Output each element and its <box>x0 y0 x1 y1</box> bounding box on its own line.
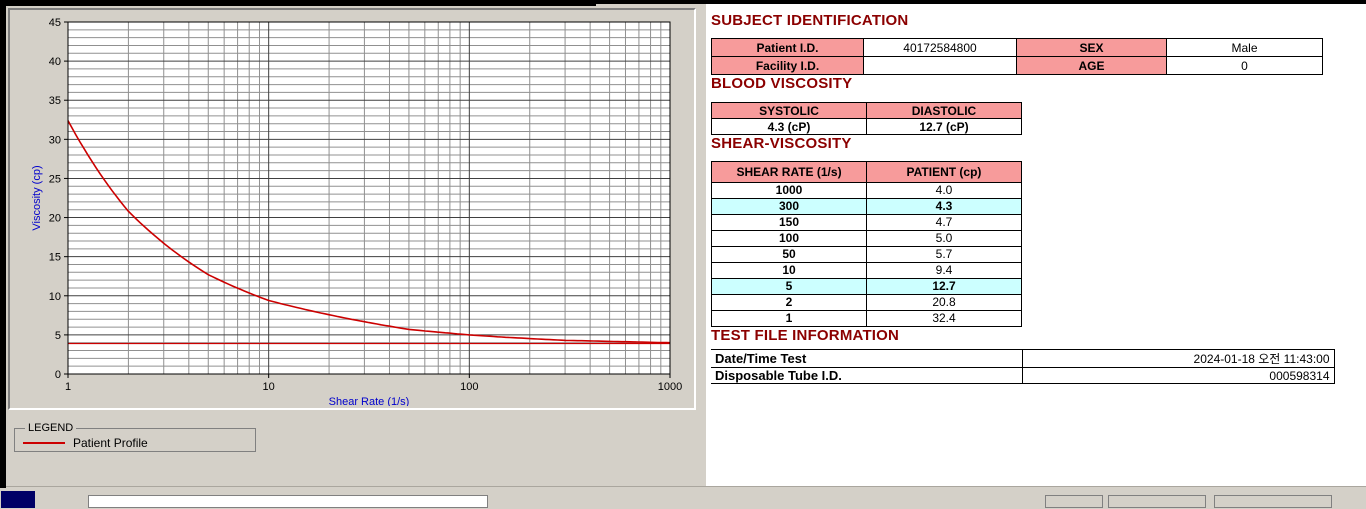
table-row: Date/Time Test 2024-01-18 오전 11:43:00 <box>711 349 1335 368</box>
diastolic-label: DIASTOLIC <box>866 102 1022 119</box>
shear-rate-column-header: SHEAR RATE (1/s) <box>711 161 867 183</box>
bottom-button-fragment[interactable] <box>1108 495 1206 508</box>
table-row: Facility I.D. AGE 0 <box>711 56 1323 75</box>
subject-identification-heading: SUBJECT IDENTIFICATION <box>711 12 909 29</box>
svg-text:40: 40 <box>49 56 61 68</box>
svg-text:10: 10 <box>49 291 61 303</box>
chart-legend: LEGEND Patient Profile <box>14 422 256 452</box>
age-label: AGE <box>1016 56 1167 75</box>
table-row: Patient I.D. 40172584800 SEX Male <box>711 38 1323 57</box>
shear-value-cell: 4.7 <box>866 214 1022 231</box>
shear-value-cell: 12.7 <box>866 278 1022 295</box>
patient-id-label: Patient I.D. <box>711 38 864 57</box>
date-time-test-value: 2024-01-18 오전 11:43:00 <box>1021 349 1335 368</box>
blood-viscosity-table: SYSTOLIC DIASTOLIC 4.3 (cP) 12.7 (cP) <box>711 102 1022 135</box>
disposable-tube-id-value: 000598314 <box>1021 367 1335 384</box>
svg-text:Shear Rate (1/s): Shear Rate (1/s) <box>329 396 410 406</box>
table-header-row: SHEAR RATE (1/s) PATIENT (cp) <box>711 161 1022 183</box>
systolic-label: SYSTOLIC <box>711 102 867 119</box>
svg-text:35: 35 <box>49 95 61 107</box>
shear-rate-cell: 1000 <box>711 182 867 199</box>
svg-text:25: 25 <box>49 173 61 185</box>
shear-value-cell: 32.4 <box>866 310 1022 327</box>
shear-rate-cell: 100 <box>711 230 867 247</box>
bottom-navy-box <box>1 491 35 508</box>
svg-text:0: 0 <box>55 369 61 381</box>
age-value: 0 <box>1166 56 1323 75</box>
left-window-edge <box>0 0 6 488</box>
bottom-field-fragment[interactable] <box>88 495 488 508</box>
svg-text:15: 15 <box>49 252 61 264</box>
table-row: 50 5.7 <box>711 246 1022 263</box>
table-row-highlighted: 300 4.3 <box>711 198 1022 215</box>
diastolic-value: 12.7 (cP) <box>866 118 1022 135</box>
shear-rate-cell: 10 <box>711 262 867 279</box>
shear-rate-cell: 5 <box>711 278 867 295</box>
table-row: 10 9.4 <box>711 262 1022 279</box>
shear-value-cell: 5.0 <box>866 230 1022 247</box>
table-row: 1000 4.0 <box>711 182 1022 199</box>
facility-id-value <box>863 56 1017 75</box>
shear-value-cell: 20.8 <box>866 294 1022 311</box>
legend-series-label: Patient Profile <box>73 435 148 450</box>
legend-title: LEGEND <box>28 422 74 434</box>
shear-value-cell: 4.0 <box>866 182 1022 199</box>
shear-value-cell: 4.3 <box>866 198 1022 215</box>
svg-text:20: 20 <box>49 213 61 225</box>
patient-column-header: PATIENT (cp) <box>866 161 1022 183</box>
shear-rate-cell: 150 <box>711 214 867 231</box>
svg-text:1000: 1000 <box>658 381 682 393</box>
table-row: 4.3 (cP) 12.7 (cP) <box>711 118 1022 135</box>
facility-id-label: Facility I.D. <box>711 56 864 75</box>
svg-text:10: 10 <box>263 381 275 393</box>
report-panel: SUBJECT IDENTIFICATION Patient I.D. 4017… <box>711 12 1335 384</box>
table-row-highlighted: 5 12.7 <box>711 278 1022 295</box>
legend-line-sample <box>23 441 65 444</box>
svg-text:1: 1 <box>65 381 71 393</box>
svg-text:5: 5 <box>55 330 61 342</box>
table-row: 1 32.4 <box>711 310 1022 327</box>
systolic-value: 4.3 (cP) <box>711 118 867 135</box>
date-time-test-label: Date/Time Test <box>711 349 1022 368</box>
shear-rate-cell: 300 <box>711 198 867 215</box>
table-row: 150 4.7 <box>711 214 1022 231</box>
bottom-button-fragment[interactable] <box>1214 495 1332 508</box>
svg-text:100: 100 <box>460 381 478 393</box>
shear-viscosity-chart: 0 5 10 15 20 25 30 35 40 45 1 10 100 1000 Viscosity (c… <box>10 10 694 408</box>
subject-identification-table: Patient I.D. 40172584800 SEX Male Facili… <box>711 38 1323 75</box>
sex-value: Male <box>1166 38 1323 57</box>
sex-label: SEX <box>1016 38 1167 57</box>
patient-id-value: 40172584800 <box>863 38 1017 57</box>
table-row: SYSTOLIC DIASTOLIC <box>711 102 1022 119</box>
top-window-edge <box>0 0 1366 4</box>
svg-text:Viscosity (cp): Viscosity (cp) <box>31 165 43 230</box>
table-row: 100 5.0 <box>711 230 1022 247</box>
svg-text:30: 30 <box>49 134 61 146</box>
table-row: 2 20.8 <box>711 294 1022 311</box>
top-window-edge-thick <box>0 0 596 6</box>
table-row: Disposable Tube I.D. 000598314 <box>711 367 1335 384</box>
shear-viscosity-heading: SHEAR-VISCOSITY <box>711 135 852 152</box>
test-file-information-table: Date/Time Test 2024-01-18 오전 11:43:00 Di… <box>711 349 1335 384</box>
blood-viscosity-heading: BLOOD VISCOSITY <box>711 75 853 92</box>
shear-value-cell: 9.4 <box>866 262 1022 279</box>
shear-value-cell: 5.7 <box>866 246 1022 263</box>
shear-viscosity-table: SHEAR RATE (1/s) PATIENT (cp) 1000 4.0 3… <box>711 161 1022 327</box>
bottom-button-fragment[interactable] <box>1045 495 1103 508</box>
test-file-information-heading: TEST FILE INFORMATION <box>711 327 900 344</box>
svg-text:45: 45 <box>49 17 61 29</box>
disposable-tube-id-label: Disposable Tube I.D. <box>711 367 1022 384</box>
shear-rate-cell: 50 <box>711 246 867 263</box>
viscosity-chart-panel: 0 5 10 15 20 25 30 35 40 45 1 10 100 1000 Viscosity (c… <box>8 8 696 410</box>
shear-rate-cell: 2 <box>711 294 867 311</box>
shear-rate-cell: 1 <box>711 310 867 327</box>
